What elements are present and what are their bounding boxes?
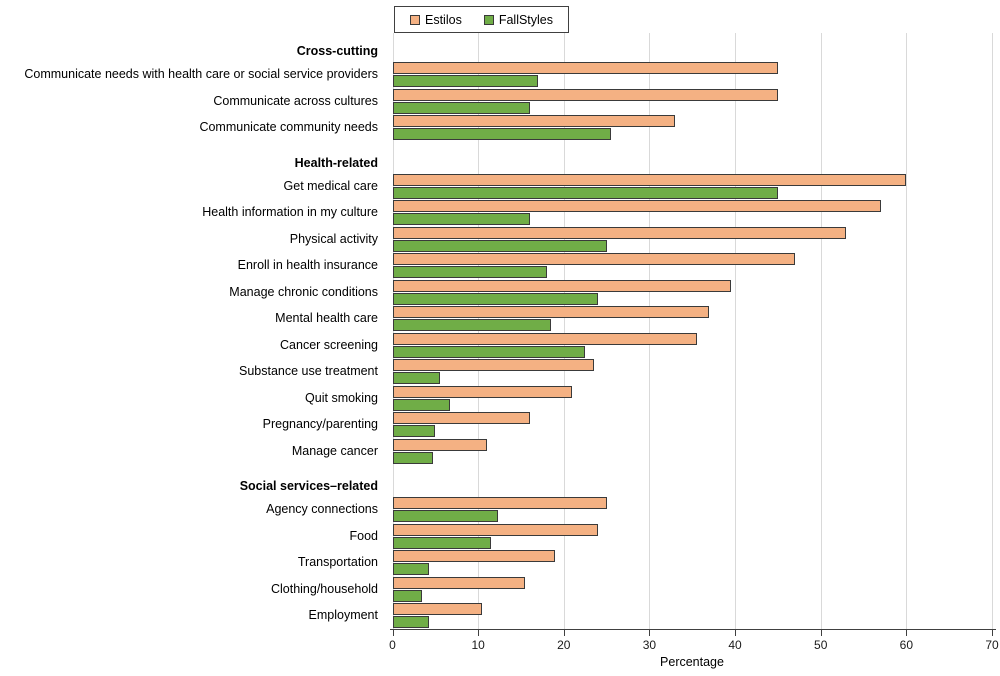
category-label: Communicate community needs (199, 120, 378, 134)
x-axis-tick (906, 630, 908, 636)
bar-fallstyles (392, 536, 491, 549)
bar-estilos (392, 62, 778, 74)
bar-fallstyles (392, 589, 423, 602)
gridline (649, 33, 651, 629)
x-axis-tick (478, 630, 480, 636)
category-label: Cancer screening (280, 337, 378, 352)
bar-estilos (392, 550, 556, 562)
x-axis-tick-label: 0 (389, 638, 396, 652)
x-axis-tick-label: 40 (728, 638, 742, 652)
x-axis-tick (735, 630, 737, 636)
x-axis-tick-label: 50 (814, 638, 828, 652)
bar-estilos (392, 226, 847, 239)
section-header: Cross-cutting (296, 44, 378, 58)
legend-label: Estilos (425, 12, 462, 27)
legend-item-fallstyles: FallStyles (483, 12, 554, 27)
bar-fallstyles (392, 425, 436, 437)
category-label: Enroll in health insurance (237, 258, 378, 272)
bar-fallstyles (392, 510, 498, 522)
category-label: Food (349, 528, 379, 543)
bar-fallstyles (392, 75, 539, 87)
bar-fallstyles (392, 101, 530, 114)
bar-estilos (392, 306, 710, 318)
gridline (820, 33, 822, 629)
gridline (563, 33, 565, 629)
x-axis-tick (392, 630, 394, 636)
bar-estilos (392, 332, 697, 345)
category-label: Agency connections (266, 502, 378, 516)
category-label: Mental health care (275, 311, 378, 325)
category-label: Communicate across cultures (213, 93, 378, 108)
bar-fallstyles (392, 372, 440, 384)
bar-fallstyles (392, 451, 433, 464)
bar-estilos (392, 412, 530, 424)
category-label: Transportation (297, 555, 378, 569)
x-axis-tick-label: 60 (899, 638, 914, 652)
bar-fallstyles (392, 239, 607, 252)
category-label: Health information in my culture (202, 205, 378, 219)
gridline (992, 33, 993, 629)
bar-fallstyles (392, 213, 530, 225)
gridline (906, 33, 908, 629)
legend: Estilos FallStyles (394, 6, 570, 33)
bar-fallstyles (392, 128, 611, 140)
x-axis-tick-label: 70 (985, 638, 999, 652)
x-axis-title: Percentage (660, 655, 724, 669)
bar-fallstyles (392, 186, 778, 199)
section-header: Health-related (294, 155, 378, 170)
x-axis-tick-label: 10 (471, 638, 485, 652)
legend-label: FallStyles (498, 12, 554, 27)
bar-estilos (392, 253, 796, 265)
bar-fallstyles (392, 266, 547, 278)
bar-estilos (392, 603, 483, 615)
category-label: Manage cancer (291, 443, 378, 458)
bar-estilos (392, 200, 881, 212)
legend-item-estilos: Estilos (410, 13, 462, 27)
bar-estilos (392, 173, 907, 186)
bar-estilos (392, 576, 526, 589)
bar-estilos (392, 279, 731, 292)
x-axis-tick-label: 30 (642, 638, 657, 652)
category-label: Physical activity (289, 231, 378, 246)
bar-estilos (392, 88, 778, 101)
bar-estilos (392, 115, 676, 127)
x-axis-tick (563, 630, 565, 636)
category-label: Get medical care (283, 178, 378, 193)
section-header: Social services–related (239, 479, 378, 493)
category-label: Clothing/household (270, 581, 378, 596)
category-label: Substance use treatment (239, 364, 378, 378)
category-label: Quit smoking (305, 390, 378, 405)
x-axis-tick (992, 630, 993, 636)
x-axis-tick-label: 20 (557, 638, 571, 652)
bar-fallstyles (392, 292, 599, 305)
category-label: Communicate needs with health care or so… (24, 67, 378, 81)
category-label: Manage chronic conditions (229, 284, 378, 299)
bar-fallstyles (392, 563, 430, 575)
category-label: Employment (308, 608, 378, 622)
fallstyles-swatch-icon (483, 14, 494, 25)
x-axis-line (389, 628, 996, 630)
bar-fallstyles (392, 319, 551, 331)
bar-fallstyles (392, 616, 430, 628)
bar-estilos (392, 359, 594, 371)
bar-fallstyles (392, 345, 586, 358)
bar-estilos (392, 385, 573, 398)
bar-estilos (392, 523, 599, 536)
category-label: Pregnancy/parenting (262, 417, 378, 431)
bar-fallstyles (392, 398, 450, 411)
gridline (735, 33, 737, 629)
bar-estilos (392, 497, 607, 509)
x-axis-tick (820, 630, 822, 636)
bar-estilos (392, 438, 487, 451)
x-axis-tick (649, 630, 651, 636)
estilos-swatch-icon (410, 14, 420, 25)
